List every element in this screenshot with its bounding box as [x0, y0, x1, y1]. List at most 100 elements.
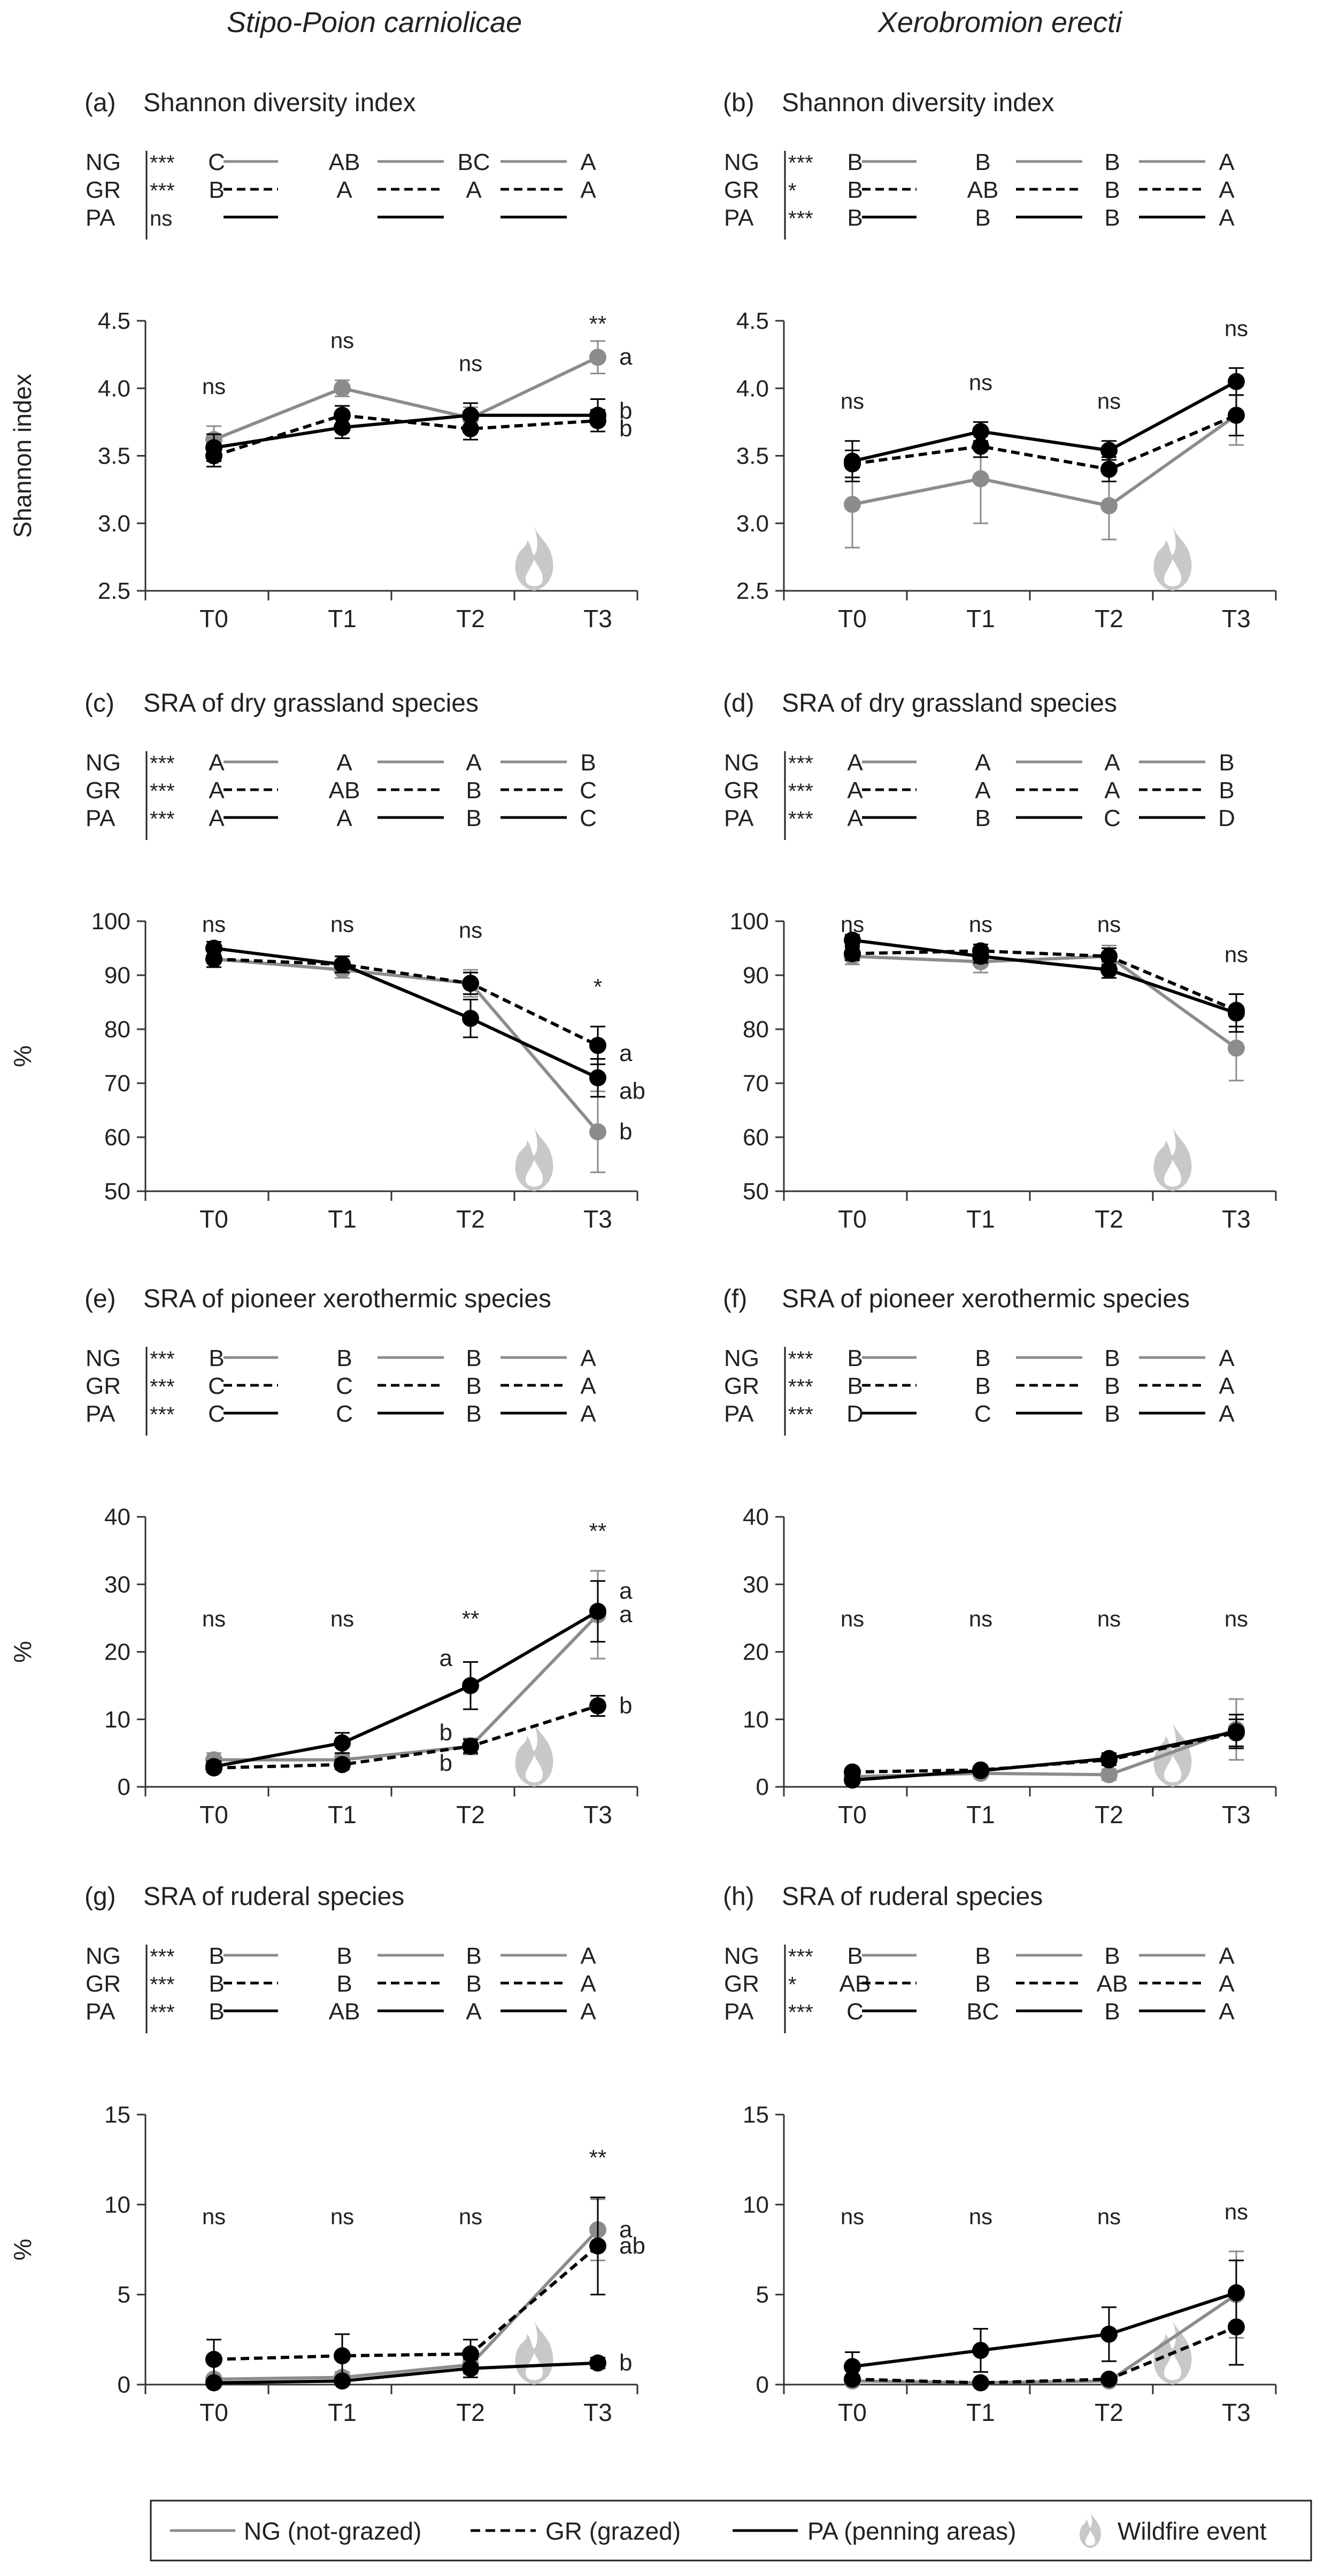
- y-tick-label: 70: [104, 1070, 130, 1097]
- posthoc-letter: AB: [329, 777, 360, 804]
- posthoc-significance: ***: [788, 780, 813, 803]
- x-tick-label: T1: [328, 605, 357, 633]
- time-significance: ns: [841, 389, 864, 414]
- posthoc-letter: B: [466, 1401, 481, 1427]
- panel-title: SRA of ruderal species: [782, 1883, 1043, 1911]
- y-tick-label: 10: [743, 2192, 769, 2218]
- posthoc-letter: B: [209, 1345, 224, 1371]
- flame-icon: [515, 2320, 553, 2385]
- y-tick-label: 15: [743, 2102, 769, 2128]
- time-significance: ns: [841, 912, 864, 937]
- posthoc-letter: A: [1219, 149, 1235, 175]
- posthoc-letter: B: [847, 1943, 862, 1969]
- series-line-gr: [213, 2245, 599, 2361]
- posthoc-significance: ***: [788, 1403, 813, 1426]
- y-tick-label: 80: [104, 1016, 130, 1043]
- y-tick-label: 40: [743, 1504, 769, 1530]
- posthoc-letter: B: [975, 1345, 990, 1371]
- y-axis-label: %: [9, 1045, 36, 1067]
- y-tick-label: 4.0: [98, 375, 130, 402]
- x-tick-label: T3: [1222, 1801, 1251, 1829]
- posthoc-letter: B: [975, 805, 990, 831]
- posthoc-letter: D: [846, 1401, 864, 1427]
- posthoc-letter: A: [1219, 1345, 1235, 1371]
- x-tick-label: T3: [583, 605, 612, 633]
- point-gr: [589, 2237, 606, 2255]
- series-line-gr: [213, 413, 598, 458]
- point-pa: [589, 1069, 606, 1086]
- x-tick-label: T1: [328, 2398, 357, 2426]
- point-pa: [1100, 2325, 1118, 2343]
- panel-e: (e) SRA of pioneer xerothermic species NG *…: [9, 1285, 638, 1829]
- point-gr: [462, 420, 479, 437]
- series-line-ng: [852, 954, 1237, 1050]
- time-significance: ns: [459, 917, 482, 943]
- flame-icon: [515, 1127, 553, 1192]
- x-tick-label: T0: [838, 1801, 867, 1829]
- point-gr: [1100, 2370, 1118, 2388]
- posthoc-letter: A: [209, 750, 225, 776]
- panel-label: (d): [723, 689, 754, 718]
- posthoc-letter: B: [847, 1345, 862, 1371]
- y-tick-label: 30: [104, 1571, 130, 1598]
- x-tick-label: T2: [1095, 605, 1123, 633]
- posthoc-letter: A: [209, 777, 225, 804]
- posthoc-treatment: NG: [86, 750, 121, 776]
- posthoc-significance: ***: [150, 179, 175, 203]
- posthoc-treatment: NG: [86, 1943, 121, 1969]
- time-significance: ns: [969, 2204, 992, 2229]
- x-tick-label: T2: [1095, 1801, 1123, 1829]
- y-tick-label: 60: [743, 1124, 769, 1151]
- time-significance: ns: [841, 2204, 864, 2229]
- point-ng: [1100, 497, 1118, 514]
- posthoc-significance: ***: [150, 1973, 175, 1996]
- x-tick-label: T3: [583, 1801, 612, 1829]
- point-gr: [844, 945, 861, 962]
- y-tick-label: 100: [730, 908, 769, 935]
- y-tick-label: 50: [104, 1178, 130, 1205]
- x-tick-label: T1: [328, 1801, 357, 1829]
- panel-title: SRA of dry grassland species: [782, 689, 1117, 718]
- point-letter: a: [440, 1645, 453, 1671]
- point-ng: [334, 380, 351, 397]
- y-tick-label: 30: [743, 1571, 769, 1598]
- y-tick-label: 2.5: [98, 578, 130, 604]
- point-pa: [1228, 373, 1245, 390]
- panel-label: (g): [84, 1883, 116, 1911]
- point-pa: [1100, 1749, 1118, 1767]
- posthoc-letter: A: [975, 777, 991, 804]
- y-tick-label: 20: [743, 1639, 769, 1665]
- posthoc-letter: B: [975, 1971, 990, 1997]
- panel-label: (f): [723, 1285, 747, 1313]
- posthoc-significance: ***: [150, 752, 175, 775]
- legend-label-pa: PA (penning areas): [807, 2517, 1016, 2545]
- point-pa: [1228, 2284, 1245, 2302]
- point-pa: [1228, 1004, 1245, 1022]
- y-tick-label: 0: [756, 1774, 769, 1800]
- point-pa: [1228, 1723, 1245, 1740]
- y-tick-label: 2.5: [736, 578, 769, 604]
- point-letter: b: [619, 1119, 632, 1145]
- series-line-pa: [852, 1730, 1237, 1782]
- point-pa: [462, 2359, 479, 2377]
- x-tick-label: T1: [966, 2398, 995, 2426]
- posthoc-treatment: PA: [86, 205, 115, 231]
- series-line-gr: [852, 949, 1237, 1012]
- posthoc-letter: C: [846, 1999, 864, 2025]
- point-gr: [205, 2350, 222, 2368]
- x-tick-label: T2: [456, 2398, 485, 2426]
- series-line-pa: [213, 413, 598, 450]
- posthoc-letter: A: [580, 177, 596, 203]
- posthoc-letter: B: [1219, 750, 1234, 776]
- posthoc-letter: A: [1219, 1999, 1235, 2025]
- posthoc-letter: A: [580, 1943, 596, 1969]
- posthoc-treatment: NG: [724, 1943, 759, 1969]
- panel-title: SRA of ruderal species: [143, 1883, 404, 1911]
- flame-icon: [515, 526, 553, 591]
- point-gr: [462, 2345, 479, 2363]
- x-tick-label: T0: [199, 1801, 228, 1829]
- panel-label: (c): [84, 689, 114, 718]
- posthoc-letter: A: [580, 1345, 596, 1371]
- point-letter: ab: [619, 1078, 645, 1104]
